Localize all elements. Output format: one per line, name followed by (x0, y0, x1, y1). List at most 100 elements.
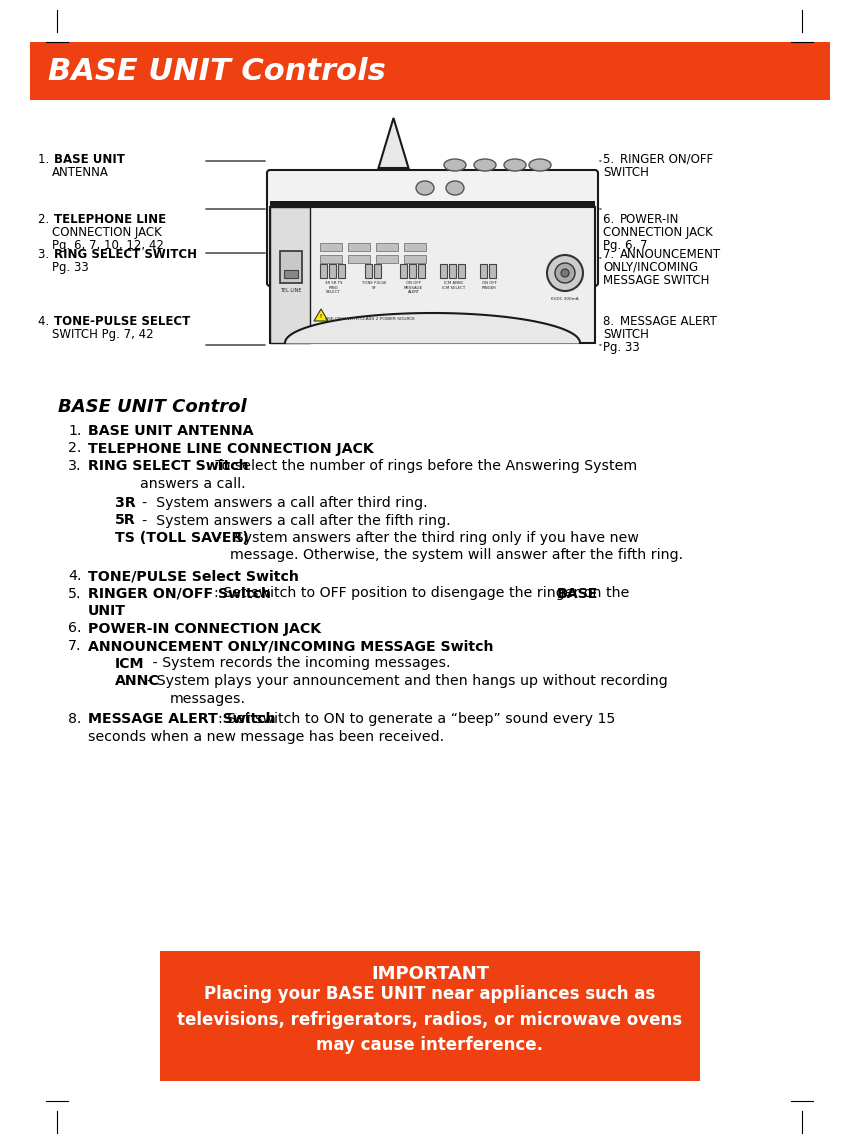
Bar (489, 264, 496, 278)
Text: BASE UNIT ANTENNA: BASE UNIT ANTENNA (88, 424, 253, 438)
Text: CONNECTION JACK: CONNECTION JACK (52, 226, 161, 239)
Text: TEL LINE: TEL LINE (280, 288, 302, 293)
Bar (458, 264, 465, 278)
Text: 7.: 7. (68, 639, 82, 653)
Text: UNIT: UNIT (88, 604, 126, 618)
Text: 3.: 3. (38, 248, 53, 261)
Text: - System plays your announcement and then hangs up without recording: - System plays your announcement and the… (147, 674, 667, 688)
Text: -  System answers a call after the fifth ring.: - System answers a call after the fifth … (133, 513, 451, 528)
Bar (320, 255, 342, 263)
Text: !: ! (320, 314, 322, 319)
Text: 5R: 5R (115, 513, 136, 528)
Text: ANNOUNCEMENT ONLY/INCOMING MESSAGE Switch: ANNOUNCEMENT ONLY/INCOMING MESSAGE Switc… (88, 639, 494, 653)
Text: USE ONLY WITH CLASS 2 POWER SOURCE: USE ONLY WITH CLASS 2 POWER SOURCE (325, 317, 415, 321)
Ellipse shape (446, 181, 464, 195)
Bar (404, 255, 426, 263)
Text: 6.: 6. (603, 213, 618, 226)
Text: 6VDC 300mA: 6VDC 300mA (551, 297, 579, 301)
Text: 3R: 3R (115, 496, 136, 510)
Text: ANNOUNCEMENT: ANNOUNCEMENT (620, 248, 721, 261)
Text: BASE UNIT Control: BASE UNIT Control (58, 398, 247, 416)
Bar (320, 264, 327, 278)
Bar (270, 207, 310, 343)
Bar (348, 255, 370, 263)
Text: CONNECTION JACK: CONNECTION JACK (603, 226, 713, 239)
Polygon shape (379, 118, 409, 168)
Bar (348, 243, 370, 251)
Text: MESSAGE ALERT Switch: MESSAGE ALERT Switch (88, 712, 276, 726)
Text: TONE PULSE
SF: TONE PULSE SF (362, 281, 387, 289)
Text: 4.: 4. (38, 315, 53, 328)
Text: ON OFF
RINGER: ON OFF RINGER (482, 281, 497, 289)
Text: 6.: 6. (68, 622, 82, 636)
Text: Pg. 6, 7, 10, 12, 42: Pg. 6, 7, 10, 12, 42 (52, 239, 164, 251)
Bar (284, 270, 298, 278)
Bar (270, 207, 595, 343)
Bar (440, 264, 447, 278)
Bar (449, 264, 456, 278)
Text: Pg. 33: Pg. 33 (603, 341, 640, 354)
Bar (338, 264, 345, 278)
FancyBboxPatch shape (267, 170, 598, 286)
Circle shape (561, 269, 569, 277)
Text: POWER-IN: POWER-IN (620, 213, 679, 226)
Bar (374, 264, 381, 278)
Text: -  System answers a call after third ring.: - System answers a call after third ring… (133, 496, 428, 510)
Text: ICM ANNC
ICM SELECT: ICM ANNC ICM SELECT (442, 281, 465, 289)
Bar (400, 264, 407, 278)
Text: 5.: 5. (603, 153, 618, 166)
Text: TELEPHONE LINE: TELEPHONE LINE (54, 213, 166, 226)
Polygon shape (314, 309, 328, 321)
Text: 5.: 5. (68, 586, 82, 600)
Text: IMPORTANT: IMPORTANT (371, 965, 489, 983)
Text: ONLY/INCOMING: ONLY/INCOMING (603, 261, 698, 274)
Ellipse shape (529, 159, 551, 171)
Text: : Set switch to OFF position to disengage the ringer on the: : Set switch to OFF position to disengag… (214, 586, 634, 600)
Text: Pg. 33: Pg. 33 (52, 261, 88, 274)
Text: 3.: 3. (68, 459, 82, 473)
Text: BASE UNIT: BASE UNIT (54, 153, 125, 166)
Text: Placing your BASE UNIT near appliances such as
televisions, refrigerators, radio: Placing your BASE UNIT near appliances s… (178, 985, 683, 1054)
Text: ANNC: ANNC (115, 674, 160, 688)
Text: : To select the number of rings before the Answering System: : To select the number of rings before t… (206, 459, 637, 473)
Ellipse shape (444, 159, 466, 171)
Bar (480, 264, 487, 278)
Circle shape (547, 255, 583, 291)
Text: RINGER ON/OFF: RINGER ON/OFF (620, 153, 713, 166)
Text: SWITCH Pg. 7, 42: SWITCH Pg. 7, 42 (52, 328, 154, 341)
Text: RINGER ON/OFF Switch: RINGER ON/OFF Switch (88, 586, 271, 600)
Text: 4.: 4. (68, 569, 82, 583)
Text: MESSAGE ALERT: MESSAGE ALERT (620, 315, 717, 328)
Ellipse shape (504, 159, 526, 171)
Text: 2.: 2. (38, 213, 53, 226)
Text: seconds when a new message has been received.: seconds when a new message has been rece… (88, 729, 444, 743)
Text: - System records the incoming messages.: - System records the incoming messages. (139, 656, 450, 671)
Text: 2.: 2. (68, 441, 82, 456)
Text: : Set switch to ON to generate a “beep” sound every 15: : Set switch to ON to generate a “beep” … (218, 712, 615, 726)
Text: TONE/PULSE Select Switch: TONE/PULSE Select Switch (88, 569, 299, 583)
Text: ON OFF
MESSAGE
ALERT: ON OFF MESSAGE ALERT (404, 281, 423, 294)
Text: Pg. 6, 7: Pg. 6, 7 (603, 239, 648, 251)
Bar (404, 243, 426, 251)
Text: 8.: 8. (603, 315, 618, 328)
Bar (329, 264, 336, 278)
Text: 3R 5R TS
RING
SELECT: 3R 5R TS RING SELECT (325, 281, 342, 294)
Text: 8.: 8. (68, 712, 82, 726)
Bar (376, 243, 398, 251)
Text: RING SELECT SWITCH: RING SELECT SWITCH (54, 248, 197, 261)
Text: messages.: messages. (170, 692, 246, 705)
Text: :: : (360, 639, 365, 653)
Bar (30, 42, 830, 99)
Text: 1.: 1. (38, 153, 53, 166)
Bar (409, 264, 416, 278)
Text: BASE: BASE (557, 586, 599, 600)
Bar (160, 951, 700, 1081)
Bar (320, 243, 342, 251)
Text: BASE UNIT Controls: BASE UNIT Controls (48, 56, 386, 86)
Text: MESSAGE SWITCH: MESSAGE SWITCH (603, 274, 710, 287)
Bar (365, 264, 372, 278)
Bar (418, 264, 425, 278)
Bar (376, 255, 398, 263)
Ellipse shape (416, 181, 434, 195)
Text: answers a call.: answers a call. (140, 477, 246, 490)
